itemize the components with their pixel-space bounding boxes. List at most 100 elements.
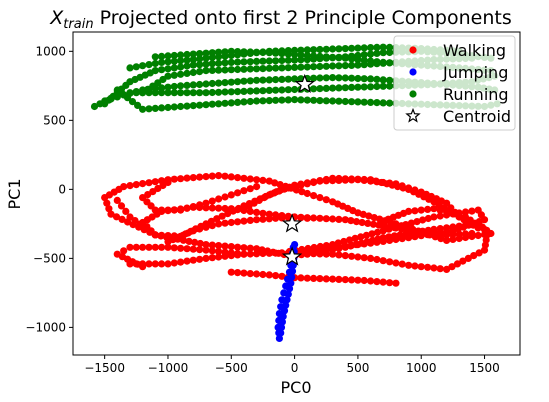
point-running [196,68,204,76]
point-walking [215,204,223,212]
y-axis-ticks: −1000 −500 0 500 1000 [25,44,73,334]
point-walking [310,274,318,282]
point-walking [360,276,368,285]
point-running [367,83,375,91]
point-walking [215,253,223,261]
point-walking [259,215,267,223]
point-walking [367,277,375,285]
point-walking [405,207,413,215]
point-running [177,82,185,90]
point-walking [202,241,210,249]
point-running [246,87,254,95]
point-running [196,101,204,109]
point-walking [403,225,411,234]
point-running [139,105,147,113]
point-walking [417,263,425,271]
point-walking [278,212,286,220]
y-tick-label: 500 [43,113,66,127]
point-running [183,62,191,70]
legend: Walking Jumping Running Centroid [393,35,516,131]
point-running [335,97,343,105]
point-walking [253,216,261,224]
point-running [202,101,210,109]
point-running [177,51,185,59]
point-walking [103,199,111,207]
point-walking [348,241,356,249]
point-walking [227,173,235,181]
point-walking [354,175,362,183]
point-walking [322,250,330,258]
x-axis-ticks: −1500 −1000 −500 0 500 1000 1500 [84,355,500,375]
point-walking [347,217,355,225]
point-running [341,84,349,92]
point-running [272,96,280,104]
point-running [259,76,267,84]
point-running [253,49,261,57]
point-walking [240,174,248,182]
point-running [246,65,254,73]
point-walking [259,209,267,217]
point-walking [177,175,185,183]
point-walking [329,215,337,223]
point-walking [419,216,427,224]
point-running [367,44,375,52]
point-running [170,71,178,79]
point-running [291,96,299,104]
point-walking [329,174,337,182]
centroid-marks [281,73,315,266]
point-walking [436,212,444,220]
point-walking [424,214,432,223]
point-running [145,89,153,97]
point-walking [227,249,235,257]
point-running [227,99,235,107]
y-tick-label: 0 [58,182,66,196]
point-running [284,96,292,104]
point-running [227,78,235,86]
legend-label-walking: Walking [443,41,506,60]
point-walking [365,212,373,220]
point-running [202,60,210,68]
point-walking [407,219,415,227]
point-walking [227,218,235,227]
point-running [278,86,286,94]
centroid-star [281,213,303,233]
centroid-star [294,73,315,94]
point-walking [373,238,381,246]
point-running [208,53,216,62]
point-running [177,63,185,71]
x-tick-label: 500 [346,361,369,375]
point-running [291,46,299,55]
point-running [221,59,229,67]
point-running [265,57,273,65]
point-walking [189,227,197,235]
point-running [322,45,330,53]
point-running [322,53,330,61]
point-walking [464,254,472,262]
point-walking [208,172,216,180]
x-tick-label: 1000 [406,361,437,375]
point-running [189,81,197,89]
point-running [265,47,273,55]
point-walking [202,223,210,231]
point-walking [196,225,204,233]
point-walking [246,175,254,183]
point-walking [386,258,394,266]
point-walking [183,245,191,253]
point-walking [359,210,367,218]
point-running [291,63,299,71]
point-running [164,52,172,60]
point-running [310,96,318,104]
point-running [272,64,280,72]
legend-marker-centroid [405,107,421,123]
point-running [164,72,172,80]
point-walking [246,185,254,193]
point-running [265,64,273,72]
point-walking [316,194,324,202]
point-walking [240,250,248,258]
point-walking [364,219,372,227]
point-walking [218,212,226,220]
centroid-star [281,246,303,266]
point-walking [468,229,476,238]
point-running [329,45,337,53]
